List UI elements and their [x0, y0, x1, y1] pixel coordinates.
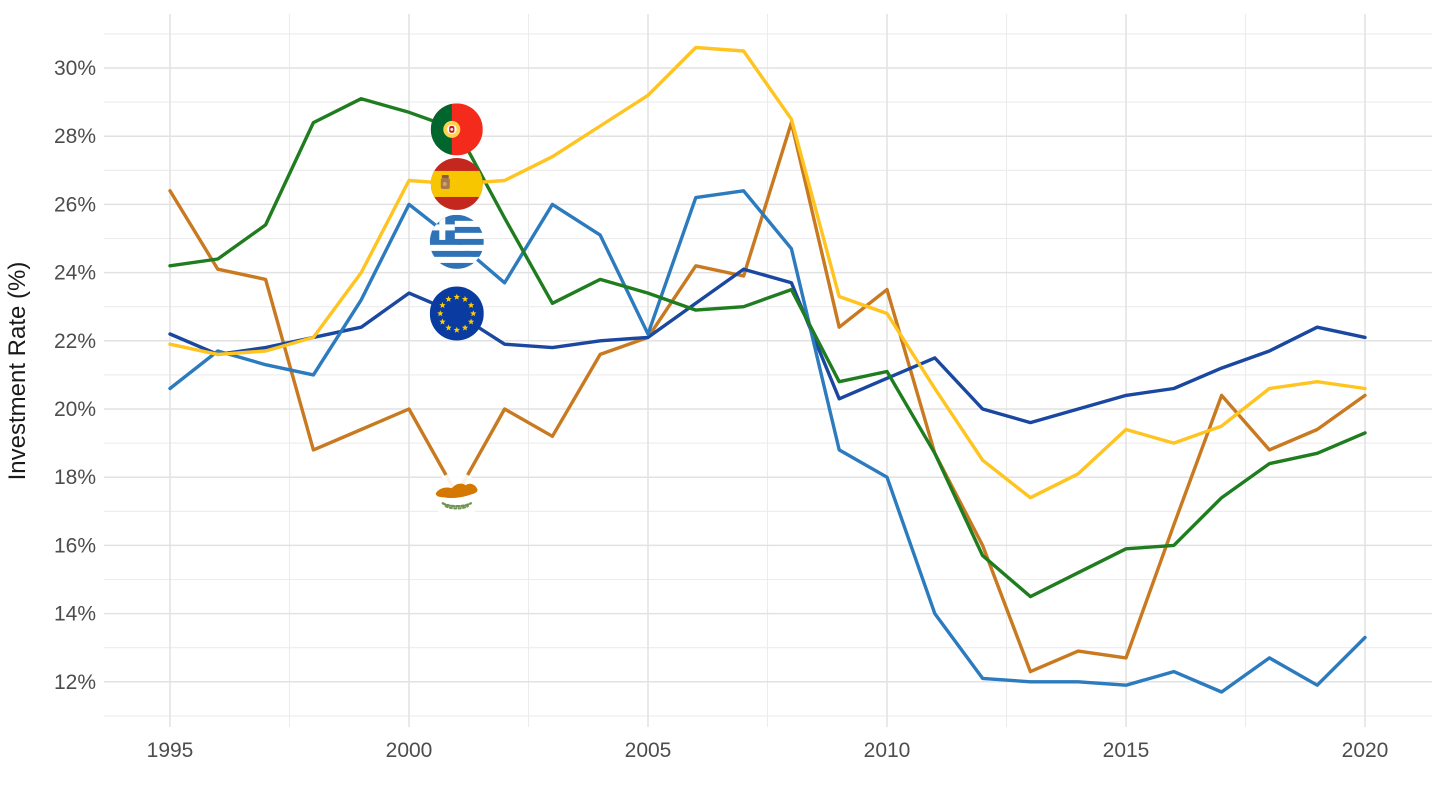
line-spain — [168, 45, 1367, 500]
gridlines-minor — [104, 14, 1432, 727]
y-tick-label: 22% — [54, 330, 96, 353]
x-tick-label: 2000 — [386, 739, 433, 762]
x-tick-label: 2015 — [1103, 739, 1150, 762]
line-portugal — [168, 96, 1367, 599]
y-tick-label: 12% — [54, 671, 96, 694]
y-tick-label: 14% — [54, 603, 96, 626]
axis-tick-labels: 12% 14% 16% 18% 20% 22% 24% 26% 28% 30% 1995 2000 20… — [54, 57, 1388, 762]
x-tick-label: 2005 — [625, 739, 672, 762]
line-greece — [168, 189, 1367, 694]
cyprus-flag-icon — [432, 472, 481, 521]
flag-markers — [429, 103, 484, 521]
y-tick-label: 18% — [54, 466, 96, 489]
eu-flag-icon — [429, 286, 484, 341]
y-axis-title: Investment Rate (%) — [4, 262, 31, 481]
series-lines — [168, 45, 1367, 694]
x-tick-label: 1995 — [147, 739, 194, 762]
greece-flag-icon — [429, 214, 484, 269]
x-tick-label: 2010 — [864, 739, 911, 762]
y-tick-label: 26% — [54, 193, 96, 216]
y-tick-label: 20% — [54, 398, 96, 421]
line-european-union — [168, 267, 1367, 425]
y-tick-label: 30% — [54, 57, 96, 80]
gridlines-major — [104, 14, 1432, 727]
y-tick-label: 24% — [54, 262, 96, 285]
spain-flag-icon — [430, 157, 483, 210]
y-tick-label: 16% — [54, 534, 96, 557]
y-tick-label: 28% — [54, 125, 96, 148]
portugal-flag-icon — [430, 103, 483, 156]
x-tick-label: 2020 — [1342, 739, 1389, 762]
